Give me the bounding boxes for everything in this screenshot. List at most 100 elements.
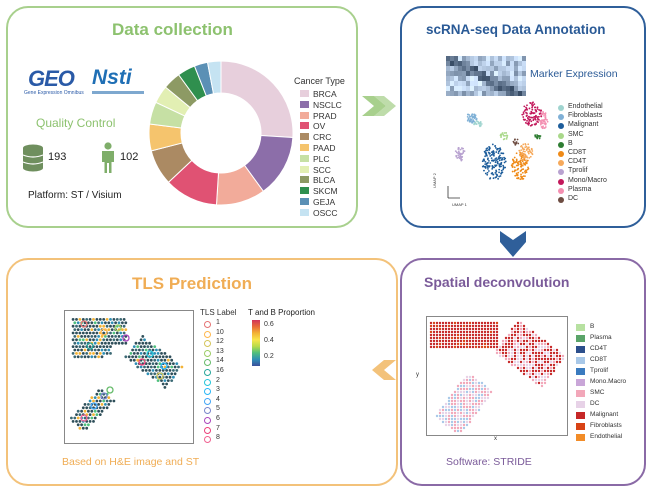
tls-label-legend-label: 2	[216, 376, 220, 384]
tissue-spot	[76, 341, 80, 345]
spatial-spot	[462, 423, 466, 427]
heatmap-cell	[514, 56, 518, 61]
tissue-spot	[175, 369, 179, 372]
tissue-spot	[73, 328, 77, 331]
spatial-spot	[519, 369, 523, 373]
umap-point	[498, 164, 501, 167]
spatial-spot	[456, 417, 460, 421]
spatial-spot	[474, 339, 478, 343]
spatial-spot	[492, 345, 496, 349]
spatial-spot	[480, 336, 484, 340]
tissue-spot	[104, 403, 107, 406]
tissue-spot	[98, 324, 102, 328]
spatial-spot	[528, 366, 532, 370]
tls-prediction-panel: TLS Prediction TLS Label 1 10 12 13 14 16 2 3 4 5…	[6, 258, 398, 486]
spatial-spot	[456, 429, 460, 433]
spatial-spot	[525, 354, 529, 358]
tissue-spot	[131, 355, 134, 359]
heatmap-cell	[454, 76, 458, 81]
umap-point	[495, 169, 498, 172]
spatial-spot	[507, 354, 511, 358]
tls-label-legend-swatch	[204, 397, 211, 405]
spatial-spot	[534, 342, 538, 346]
heatmap-cell	[486, 86, 490, 91]
heatmap-cell	[458, 56, 462, 61]
spatial-cell-type-legend-swatch	[576, 335, 585, 342]
heatmap-cell	[498, 66, 502, 71]
spatial-spot	[471, 384, 475, 388]
spatial-spot	[450, 411, 454, 415]
spatial-spot	[531, 369, 535, 373]
spatial-spot	[468, 417, 472, 421]
tissue-spot	[105, 406, 109, 410]
spatial-spot	[531, 366, 535, 370]
tls-caption: Based on H&E image and ST	[62, 456, 200, 468]
umap-point	[496, 161, 499, 164]
tissue-spot	[173, 365, 177, 369]
tissue-spot	[160, 352, 163, 355]
tissue-spot	[124, 341, 128, 345]
data-collection-title: Data collection	[112, 20, 233, 39]
spatial-spot	[531, 351, 535, 355]
spatial-spot	[450, 393, 454, 397]
heatmap-cell	[474, 56, 478, 61]
spatial-spot	[528, 333, 532, 337]
spatial-spot	[486, 345, 490, 349]
colorbar-title: T and B Proportion	[248, 308, 316, 317]
tissue-spot	[122, 318, 126, 321]
heatmap-cell	[446, 86, 450, 91]
umap-point	[530, 110, 533, 113]
heatmap-cell	[450, 71, 454, 76]
spatial-spot	[462, 411, 466, 415]
spatial-spot	[438, 345, 442, 349]
tissue-spot	[160, 379, 163, 382]
spatial-spot	[462, 327, 466, 331]
spatial-spot	[462, 321, 466, 325]
spatial-spot	[459, 384, 463, 388]
tissue-spot	[114, 321, 117, 325]
spatial-spot	[537, 354, 541, 358]
heatmap-cell	[514, 76, 518, 81]
spatial-spot	[465, 330, 469, 334]
colorbar-tick-mid: 0.4	[264, 337, 274, 344]
spatial-y-axis-label: y	[416, 372, 419, 378]
heatmap-cell	[498, 76, 502, 81]
umap-point	[480, 123, 483, 125]
spatial-spot	[462, 324, 466, 328]
umap-point	[497, 150, 500, 153]
spatial-spot	[465, 327, 469, 331]
spatial-spot	[546, 366, 550, 370]
tissue-spot	[102, 352, 106, 355]
ngdc-subtitle-strip	[92, 91, 144, 94]
tissue-spot	[87, 403, 90, 406]
spatial-spot	[510, 357, 514, 361]
spatial-spot	[432, 330, 436, 334]
spatial-spot	[459, 408, 463, 412]
spatial-spot	[462, 393, 466, 397]
spatial-cell-type-legend-swatch	[576, 412, 585, 419]
tissue-spot	[107, 403, 111, 406]
spatial-spot	[450, 342, 454, 346]
heatmap-cell	[506, 81, 510, 86]
spatial-deconvolution-map	[429, 321, 565, 433]
spatial-cell-type-legend-swatch	[576, 324, 585, 331]
spatial-spot	[519, 336, 523, 340]
spatial-spot	[450, 414, 454, 418]
spatial-spot	[486, 339, 490, 343]
spatial-spot	[522, 369, 526, 373]
spatial-spot	[555, 348, 559, 352]
spatial-spot	[453, 324, 457, 328]
heatmap-cell	[458, 71, 462, 76]
spatial-spot	[468, 390, 472, 394]
tissue-spot	[102, 399, 106, 403]
heatmap-cell	[522, 61, 526, 66]
spatial-spot	[522, 345, 526, 349]
heatmap-cell	[522, 71, 526, 76]
spatial-spot	[429, 339, 433, 343]
tissue-spot	[172, 375, 175, 379]
spatial-spot	[522, 354, 526, 358]
spatial-spot	[549, 348, 553, 352]
spatial-spot	[495, 342, 499, 346]
spatial-spot	[429, 342, 433, 346]
umap-point	[495, 157, 498, 160]
